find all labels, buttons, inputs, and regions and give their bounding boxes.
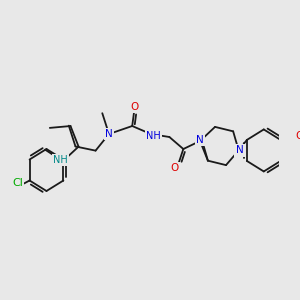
Text: O: O xyxy=(171,163,179,173)
Text: O: O xyxy=(131,102,139,112)
Text: NH: NH xyxy=(53,155,68,165)
Text: O: O xyxy=(295,131,300,141)
Text: N: N xyxy=(236,146,244,155)
Text: NH: NH xyxy=(146,131,161,141)
Text: N: N xyxy=(105,129,113,139)
Text: N: N xyxy=(196,135,204,145)
Text: Cl: Cl xyxy=(12,178,23,188)
